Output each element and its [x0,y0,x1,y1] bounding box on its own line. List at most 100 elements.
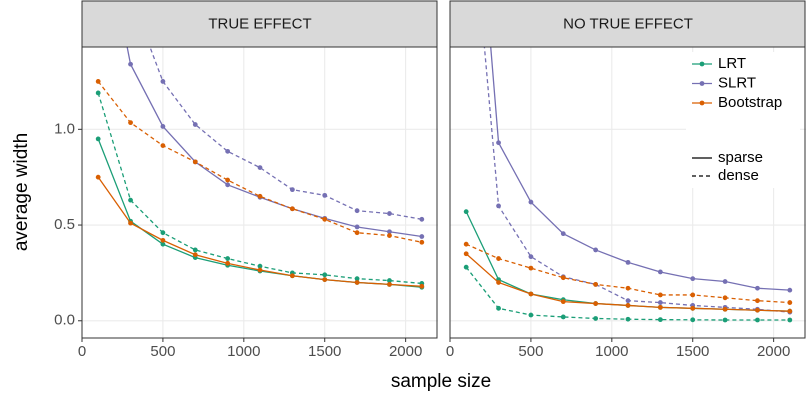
data-point [419,216,425,222]
data-point [419,234,425,239]
data-point [128,197,133,203]
y-tick-label: 0.0 [54,312,75,329]
legend-label: Bootstrap [718,94,782,111]
y-axis-title: average width [11,133,32,251]
data-point [690,305,696,311]
data-point [354,208,360,214]
data-point [257,193,263,199]
data-point [387,281,392,287]
data-point [560,231,566,237]
legend-key-point [699,100,705,106]
data-point [354,224,360,230]
data-point [289,187,295,193]
plot-area [95,47,425,290]
data-point [160,124,166,129]
data-point [192,122,198,127]
data-point [387,211,392,216]
data-point [593,301,599,306]
x-tick-label: 2000 [389,343,422,360]
x-tick-label: 500 [150,343,175,360]
data-point [657,292,663,298]
data-point [593,281,599,287]
data-point [787,317,793,323]
data-point [722,317,728,323]
data-point [496,203,501,209]
data-point [225,148,231,154]
data-point [625,303,631,308]
legend-label: sparse [718,149,763,166]
facet-title: TRUE EFFECT [208,15,311,32]
data-point [657,317,663,323]
data-point [160,143,166,148]
data-point [387,229,392,235]
data-point [225,260,231,266]
data-point [496,140,501,146]
series-line [97,81,422,243]
data-point [722,279,728,284]
data-point [722,306,728,312]
data-point [419,239,425,245]
data-point [257,263,263,269]
data-point [128,220,133,226]
data-point [354,230,360,236]
panel-border [81,46,438,339]
data-point [560,314,566,320]
plot-area [463,47,793,323]
data-point [128,61,133,67]
data-point [528,265,534,271]
data-point [463,209,469,215]
legend-key-point [699,81,705,86]
data-point [755,307,760,313]
data-point [787,308,793,314]
data-point [160,241,166,247]
data-point [322,277,328,283]
data-point [690,292,696,298]
legend-label: SLRT [718,74,756,91]
data-point [289,206,295,212]
data-point [690,276,696,282]
data-point [95,136,101,142]
data-point [463,241,469,247]
panel-background [82,47,438,338]
data-point [225,182,231,188]
legend-background [686,52,800,188]
data-point [755,298,760,304]
data-point [225,256,231,261]
x-tick-label: 1500 [308,343,341,360]
data-point [560,275,566,281]
x-tick-label: 0 [78,343,86,360]
data-point [496,256,501,261]
data-point [192,159,198,165]
data-point [560,299,566,305]
data-point [95,90,101,96]
data-point [257,267,263,273]
x-tick-label: 1000 [227,343,260,360]
legend-label: LRT [718,55,746,72]
data-point [787,300,793,305]
legend-key-point [699,61,705,67]
x-tick-label: 1000 [595,343,628,360]
data-point [322,272,328,278]
x-tick-label: 500 [518,343,543,360]
data-point [354,280,360,285]
data-point [128,120,133,126]
data-point [95,79,101,84]
panel-border [449,46,806,339]
data-point [625,259,631,265]
data-point [322,216,328,222]
data-point [463,264,469,270]
legend-label: dense [718,167,759,184]
x-axis-title: sample size [391,371,491,392]
data-point [528,254,534,260]
x-tick-label: 2000 [757,343,790,360]
data-point [625,298,631,304]
data-point [387,233,392,238]
facet-title: NO TRUE EFFECT [563,15,693,32]
data-point [496,305,501,311]
data-point [160,79,166,84]
data-point [289,273,295,279]
data-point [322,192,328,198]
data-point [496,280,501,285]
